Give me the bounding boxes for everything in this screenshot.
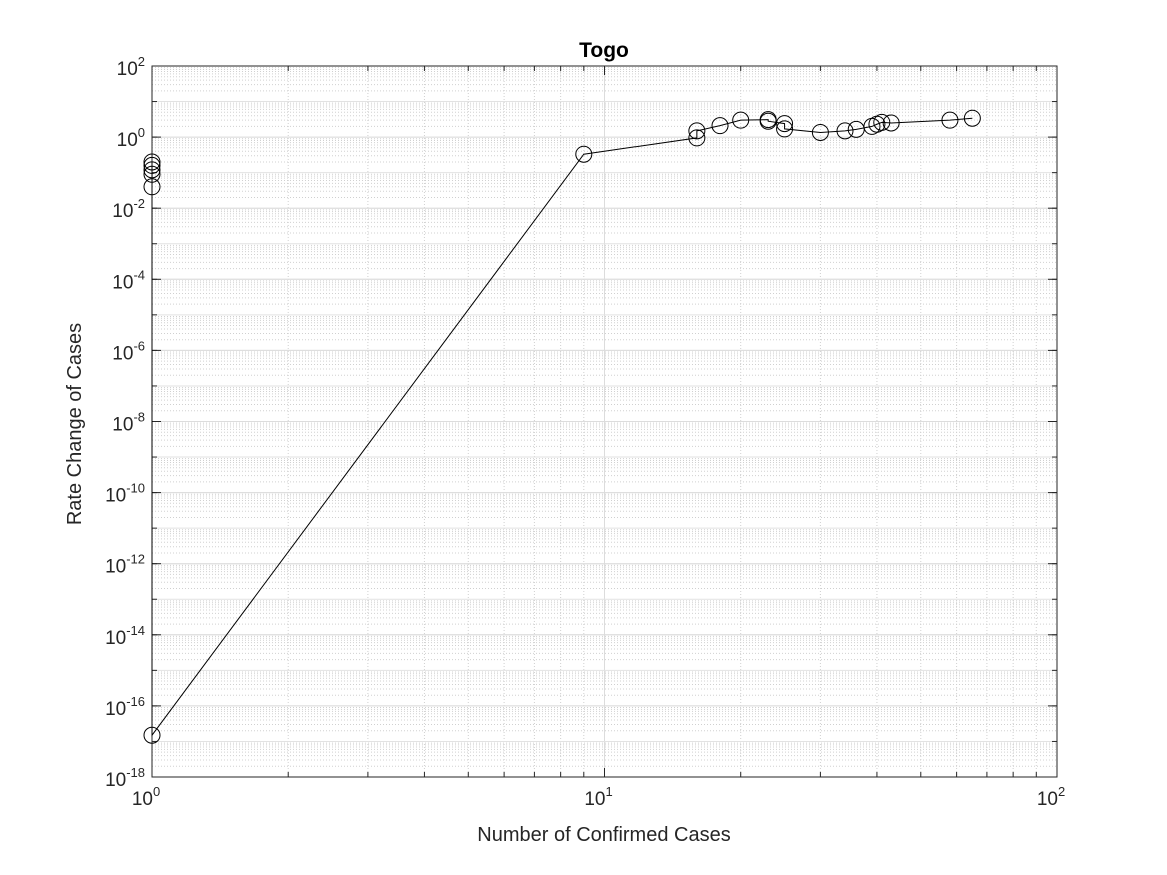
data-point	[882, 114, 900, 132]
series-line	[151, 117, 973, 737]
data-point	[836, 122, 854, 140]
data-point	[575, 145, 593, 163]
y-tick-label: 10-16	[105, 694, 145, 720]
y-tick-label: 10-10	[105, 481, 145, 507]
x-tick-labels: 100 101 102	[132, 784, 1065, 810]
y-tick-label: 10-18	[105, 765, 145, 791]
y-tick-labels: 10-18 10-16 10-14 10-12 10-10 10-8 10-6 10-4 10-…	[105, 54, 145, 791]
y-tick-label: 10-8	[112, 410, 145, 436]
x-axis-title: Number of Confirmed Cases	[477, 824, 730, 846]
x-tick-label: 101	[584, 784, 612, 810]
data-point	[941, 111, 959, 129]
data-point	[759, 112, 777, 130]
y-tick-label: 10-12	[105, 552, 145, 578]
series-group	[143, 109, 981, 744]
y-tick-label: 102	[117, 54, 145, 80]
y-tick-label: 10-2	[112, 196, 145, 222]
x-tick-label: 100	[132, 784, 160, 810]
data-point	[143, 153, 161, 171]
major-grid	[151, 65, 1058, 778]
data-point	[732, 111, 750, 129]
data-point	[776, 120, 794, 138]
data-point	[143, 165, 161, 183]
data-point	[711, 117, 729, 135]
data-point	[143, 156, 161, 174]
y-axis-title: Rate Change of Cases	[64, 323, 86, 525]
data-point	[963, 109, 981, 127]
data-point	[811, 123, 829, 141]
data-point	[143, 161, 161, 179]
data-point	[688, 122, 706, 140]
data-point	[776, 115, 794, 133]
axis-ticks	[151, 65, 1058, 778]
chart-title: Togo	[579, 39, 629, 62]
data-point	[143, 178, 161, 196]
y-tick-label: 10-6	[112, 338, 145, 364]
data-point	[143, 726, 161, 744]
y-tick-label: 100	[117, 125, 145, 151]
x-tick-label: 102	[1037, 784, 1065, 810]
y-tick-label: 10-14	[105, 623, 145, 649]
y-tick-label: 10-4	[112, 267, 145, 293]
minor-grid	[152, 66, 1057, 777]
data-point	[873, 113, 891, 131]
data-point	[688, 129, 706, 147]
